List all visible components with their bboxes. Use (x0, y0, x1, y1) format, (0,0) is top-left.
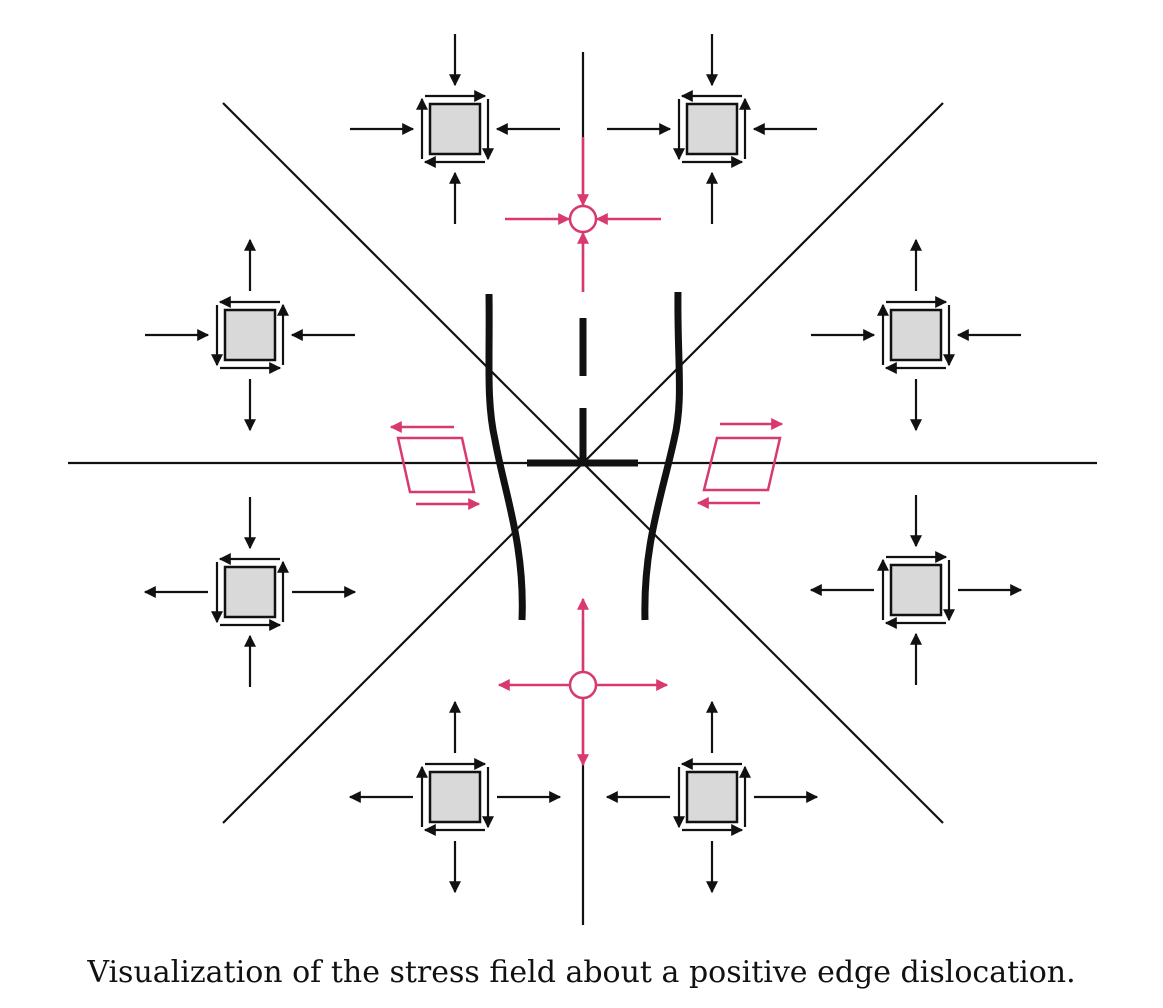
stress-element-mid-upper-right (811, 238, 1021, 432)
figure-caption: Visualization of the stress field about … (87, 955, 1076, 990)
compression-point-top (505, 137, 661, 292)
stress-element-square (889, 563, 943, 617)
stress-element-mid-upper-left (145, 238, 355, 432)
stress-field-diagram (68, 34, 1097, 925)
edge-dislocation-symbol (485, 291, 683, 621)
shear-element-left (389, 421, 481, 510)
shear-parallelogram-right (702, 436, 782, 492)
stress-element-square (428, 770, 482, 824)
stress-element-square (685, 102, 739, 156)
stress-element-lower-right (605, 700, 819, 894)
stress-element-mid-lower-left (143, 497, 357, 687)
stress-element-upper-left (350, 34, 560, 224)
stress-element-square (889, 308, 943, 362)
stress-element-square (428, 102, 482, 156)
tension-point-bottom (497, 597, 669, 767)
distortion-curve-left (485, 293, 526, 621)
tension-circle (568, 670, 598, 700)
stress-element-square (223, 308, 277, 362)
stress-element-upper-right (607, 34, 817, 224)
stress-element-square (223, 565, 277, 619)
stress-element-square (685, 770, 739, 824)
shear-parallelogram-left (396, 436, 476, 494)
compression-circle (568, 204, 598, 234)
stress-element-lower-left (348, 700, 562, 894)
shear-element-right (696, 418, 784, 509)
stress-elements (143, 34, 1023, 894)
distortion-curve-right (641, 291, 683, 621)
stress-element-mid-lower-right (809, 495, 1023, 685)
